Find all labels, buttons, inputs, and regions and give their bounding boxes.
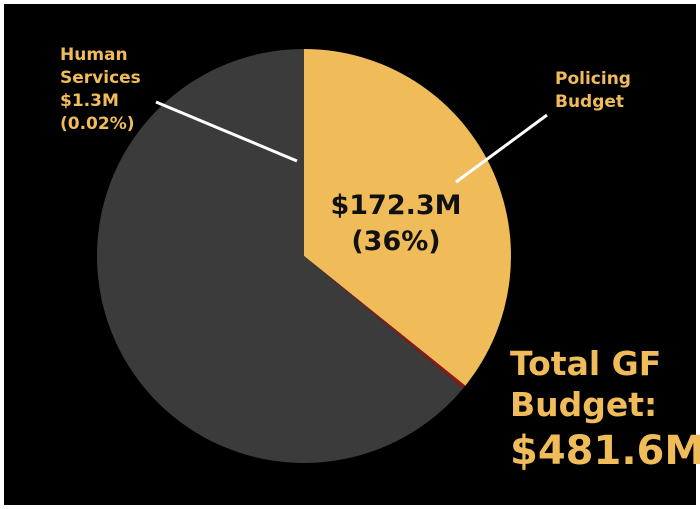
policing-label-line-2: Budget bbox=[555, 92, 625, 112]
policing-leader-line bbox=[455, 113, 548, 184]
human-services-label-line-2: Services bbox=[60, 68, 141, 88]
total-label-line-1: Total GF bbox=[510, 344, 662, 383]
policing-value: $172.3M bbox=[330, 190, 462, 221]
policing-value-label: $172.3M (36%) bbox=[296, 188, 496, 260]
total-budget-label: Total GF Budget: $481.6M bbox=[510, 343, 700, 477]
chart-frame: Human Services $1.3M (0.02%) Policing Bu… bbox=[4, 4, 700, 505]
policing-label: Policing Budget bbox=[555, 68, 631, 114]
human-services-value: $1.3M bbox=[60, 91, 119, 111]
policing-percent: (36%) bbox=[351, 226, 441, 257]
total-label-line-2: Budget: bbox=[510, 385, 658, 424]
human-services-leader-line bbox=[155, 100, 298, 163]
human-services-label: Human Services $1.3M (0.02%) bbox=[60, 44, 141, 136]
slice-human-services bbox=[304, 256, 466, 389]
slice-remainder bbox=[96, 49, 464, 463]
human-services-percent: (0.02%) bbox=[60, 114, 135, 134]
slice-policing bbox=[304, 49, 511, 386]
pie-chart bbox=[96, 49, 548, 463]
total-budget-value: $481.6M bbox=[510, 428, 700, 474]
policing-label-line-1: Policing bbox=[555, 69, 631, 89]
human-services-label-line-1: Human bbox=[60, 45, 128, 65]
